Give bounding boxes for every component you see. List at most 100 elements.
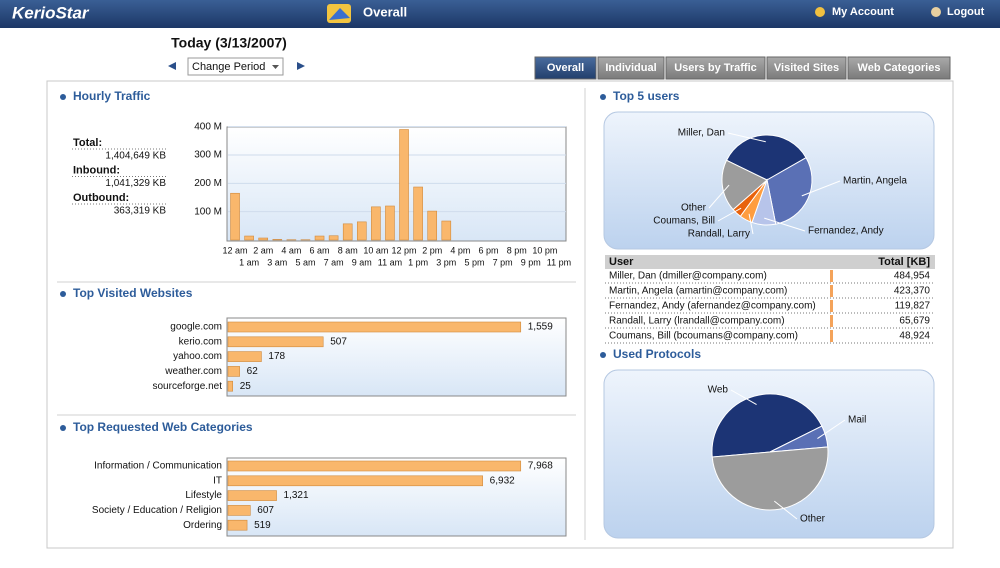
tab-label: Web Categories	[858, 62, 941, 74]
x-tick-label: 11 pm	[547, 257, 571, 267]
x-tick-label: 8 am	[338, 245, 358, 255]
date-title: Today (3/13/2007)	[171, 35, 287, 51]
account-icon	[815, 7, 825, 17]
bar	[273, 239, 282, 240]
table-cell: Fernandez, Andy (afernandez@company.com)	[609, 301, 816, 312]
table-cell: Miller, Dan (dmiller@company.com)	[609, 271, 767, 282]
x-tick-label: 5 pm	[464, 257, 484, 267]
slice-label: Coumans, Bill	[653, 216, 715, 227]
value-label: 6,932	[490, 475, 515, 486]
bar	[231, 193, 240, 240]
slice-label: Randall, Larry	[688, 229, 750, 240]
bar	[414, 187, 423, 240]
category-label: Society / Education / Religion	[92, 505, 222, 516]
row-marker	[830, 270, 833, 282]
slice-label: Other	[681, 203, 707, 214]
tab-label: Users by Traffic	[674, 62, 757, 74]
slice-label: Web	[708, 385, 729, 396]
table-cell: 119,827	[895, 301, 931, 312]
y-tick-label: 200 M	[194, 178, 222, 189]
row-marker	[830, 285, 833, 297]
change-period-label: Change Period	[192, 61, 265, 73]
tab-label: Overall	[547, 62, 584, 74]
table-header: User	[609, 256, 634, 268]
x-tick-label: 9 pm	[521, 257, 541, 267]
value-label: 25	[240, 381, 252, 392]
x-tick-label: 1 pm	[408, 257, 428, 267]
x-tick-label: 6 pm	[479, 245, 499, 255]
prev-period[interactable]	[168, 62, 176, 70]
summary-label: Inbound:	[73, 164, 120, 176]
summary-label: Outbound:	[73, 192, 129, 204]
category-label: Ordering	[183, 520, 222, 531]
plot-area	[227, 127, 566, 241]
summary-value: 1,404,649 KB	[105, 151, 166, 162]
my-account-link[interactable]: My Account	[832, 6, 894, 18]
bar	[228, 505, 250, 515]
x-tick-label: 5 am	[295, 257, 315, 267]
next-period[interactable]	[297, 62, 305, 70]
y-tick-label: 400 M	[194, 121, 222, 132]
bar	[400, 130, 409, 241]
bullet	[600, 94, 606, 100]
y-tick-label: 300 M	[194, 150, 222, 161]
summary-value: 1,041,329 KB	[105, 178, 166, 189]
tab-label: Visited Sites	[774, 62, 839, 74]
y-tick-label: 100 M	[194, 206, 222, 217]
summary-label: Total:	[73, 137, 102, 149]
bar	[329, 236, 338, 240]
bar	[228, 352, 261, 362]
x-tick-label: 2 am	[253, 245, 273, 255]
bar	[315, 236, 324, 240]
category-label: yahoo.com	[173, 351, 222, 362]
category-label: Information / Communication	[94, 461, 222, 472]
table-cell: 65,679	[899, 316, 930, 327]
x-tick-label: 9 am	[352, 257, 372, 267]
category-label: sourceforge.net	[153, 381, 223, 392]
x-tick-label: 8 pm	[507, 245, 527, 255]
page-title: Overall	[363, 4, 407, 19]
x-tick-label: 1 am	[239, 257, 259, 267]
value-label: 519	[254, 520, 271, 531]
table-cell: Martin, Angela (amartin@company.com)	[609, 286, 787, 297]
logout-link[interactable]: Logout	[947, 6, 985, 18]
bar	[371, 207, 380, 240]
bar	[442, 221, 451, 240]
bar	[228, 381, 233, 391]
bar	[228, 322, 521, 332]
bar	[228, 520, 247, 530]
table-cell: Coumans, Bill (bcoumans@company.com)	[609, 331, 798, 342]
bar	[428, 211, 437, 240]
table-cell: 48,924	[899, 331, 930, 342]
bar	[385, 206, 394, 240]
x-tick-label: 2 pm	[422, 245, 442, 255]
row-marker	[830, 330, 833, 342]
bar	[245, 236, 254, 240]
x-tick-label: 6 am	[310, 245, 330, 255]
table-cell: 423,370	[894, 286, 931, 297]
bar	[228, 476, 483, 486]
logout-icon	[931, 7, 941, 17]
section-title: Used Protocols	[613, 347, 701, 361]
value-label: 62	[247, 366, 259, 377]
x-tick-label: 11 am	[378, 257, 402, 267]
value-label: 607	[257, 505, 274, 516]
category-label: Lifestyle	[185, 490, 222, 501]
x-tick-label: 10 pm	[532, 245, 557, 255]
row-marker	[830, 315, 833, 327]
bar	[228, 337, 323, 347]
bullet	[60, 94, 66, 100]
section-title: Hourly Traffic	[73, 89, 151, 103]
bar	[259, 238, 268, 240]
bar	[357, 222, 366, 240]
section-title: Top 5 users	[613, 89, 680, 103]
summary-value: 363,319 KB	[114, 206, 167, 217]
bullet	[60, 291, 66, 297]
table-cell: Randall, Larry (lrandall@company.com)	[609, 316, 785, 327]
value-label: 178	[268, 351, 285, 362]
category-label: IT	[213, 475, 222, 486]
logo: KerioStar	[12, 3, 90, 22]
slice-label: Other	[800, 514, 826, 525]
slice-label: Mail	[848, 415, 866, 426]
